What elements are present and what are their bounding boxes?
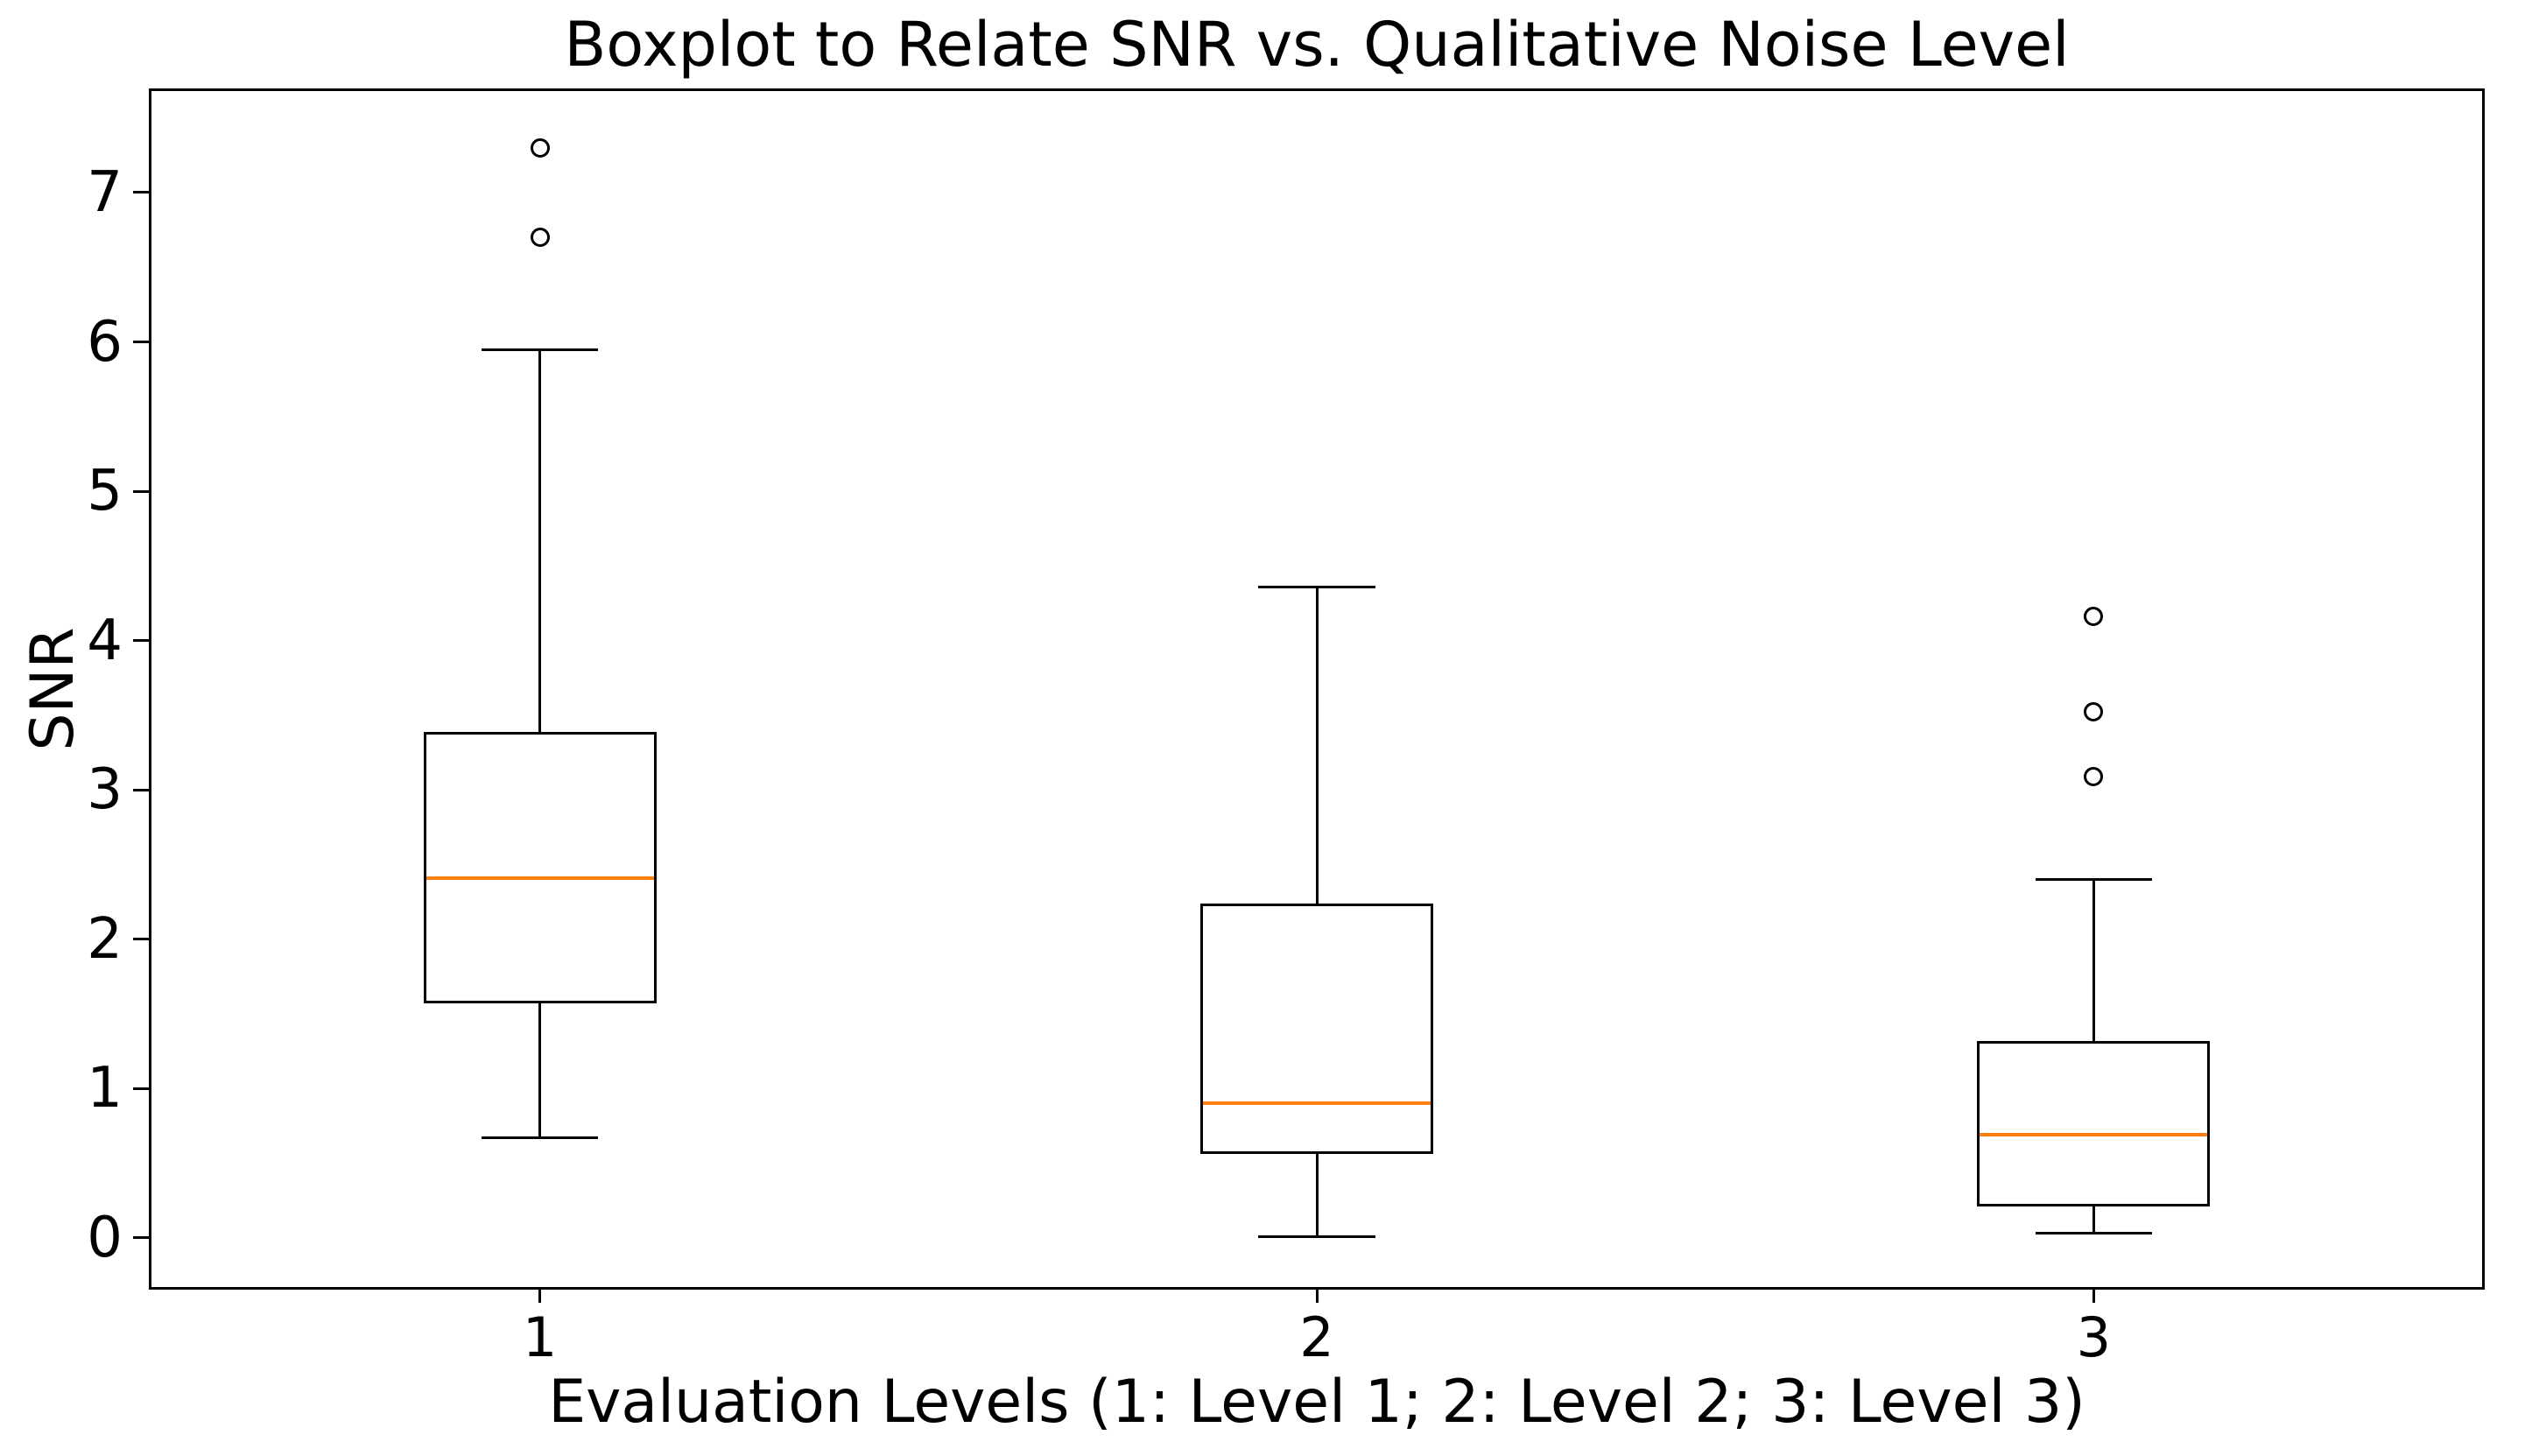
y-tick-mark	[133, 1087, 149, 1090]
x-tick-mark	[538, 1287, 542, 1303]
y-tick-label: 0	[87, 1205, 123, 1270]
iqr-box	[423, 731, 657, 1003]
whisker-upper-stem	[1315, 587, 1319, 904]
whisker-upper-stem	[2092, 879, 2095, 1041]
x-tick-label: 3	[2076, 1305, 2112, 1369]
outlier-point	[2084, 766, 2104, 786]
median-line	[1202, 1101, 1431, 1106]
plot-area: SNR Evaluation Levels (1: Level 1; 2: Le…	[18, 88, 2485, 1437]
y-tick-mark	[133, 191, 149, 194]
y-tick-mark	[133, 489, 149, 493]
outlier-point	[2084, 702, 2104, 722]
y-tick-label: 4	[87, 608, 123, 673]
whisker-lower-cap	[1258, 1234, 1375, 1238]
whisker-lower-stem	[538, 1002, 542, 1138]
iqr-box	[1199, 903, 1434, 1155]
whisker-upper-cap	[1258, 585, 1375, 588]
whisker-lower-cap	[2035, 1232, 2152, 1235]
y-tick-mark	[133, 341, 149, 343]
y-tick-label: 2	[87, 906, 123, 972]
whisker-lower-cap	[482, 1136, 599, 1139]
x-tick-mark	[1315, 1287, 1319, 1303]
x-tick-label: 1	[522, 1305, 558, 1369]
whisker-upper-cap	[482, 348, 599, 351]
y-tick-label: 6	[87, 309, 123, 375]
y-tick-label: 7	[87, 159, 123, 225]
outlier-point	[530, 137, 550, 158]
y-tick-label: 3	[87, 757, 123, 823]
x-axis-label: Evaluation Levels (1: Level 1; 2: Level …	[548, 1368, 2085, 1437]
x-tick-label: 2	[1299, 1305, 1334, 1369]
y-tick-mark	[133, 639, 149, 643]
whisker-upper-cap	[2035, 877, 2152, 881]
whisker-lower-stem	[1315, 1154, 1319, 1236]
outlier-point	[2084, 607, 2104, 627]
median-line	[426, 876, 654, 880]
x-tick-mark	[2092, 1287, 2095, 1303]
median-line	[1980, 1133, 2208, 1137]
y-tick-label: 5	[87, 459, 123, 524]
whisker-upper-stem	[538, 349, 542, 732]
iqr-box	[1977, 1040, 2211, 1206]
y-tick-label: 1	[87, 1056, 123, 1122]
outlier-point	[530, 228, 550, 248]
y-tick-mark	[133, 938, 149, 941]
whisker-lower-stem	[2092, 1206, 2095, 1234]
y-tick-mark	[133, 1236, 149, 1240]
chart-title: Boxplot to Relate SNR vs. Qualitative No…	[564, 9, 2070, 81]
y-tick-mark	[133, 788, 149, 791]
